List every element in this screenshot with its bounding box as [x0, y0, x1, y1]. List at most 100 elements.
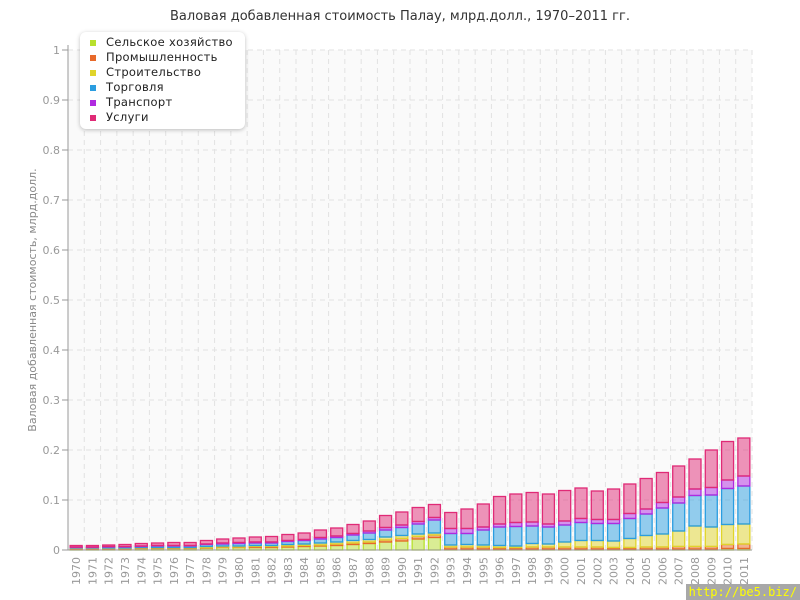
- bar-segment-1991-5[interactable]: [411, 506, 425, 523]
- bar-segment-1990-5[interactable]: [395, 511, 409, 526]
- bar-segment-2009-5[interactable]: [704, 449, 718, 489]
- bar-segment-1977-5[interactable]: [183, 541, 197, 547]
- bar-segment-2008-4[interactable]: [688, 488, 702, 497]
- bar-segment-2003-2[interactable]: [606, 540, 621, 549]
- bar-segment-1988-5[interactable]: [362, 520, 376, 532]
- bar-segment-1999-5[interactable]: [541, 493, 556, 525]
- bar-segment-1974-5[interactable]: [134, 542, 148, 547]
- bar-segment-2005-3[interactable]: [639, 513, 653, 537]
- bar-segment-2003-3[interactable]: [606, 522, 621, 542]
- bar-segment-1991-0[interactable]: [411, 538, 425, 551]
- bar-segment-1979-5[interactable]: [216, 538, 230, 544]
- bar-segment-1976-5[interactable]: [167, 541, 181, 547]
- bar-segment-2011-1[interactable]: [737, 543, 751, 550]
- bar-segment-1981-5[interactable]: [248, 536, 262, 543]
- bar-segment-1975-5[interactable]: [150, 542, 165, 547]
- legend-item[interactable]: Строительство: [90, 65, 233, 80]
- bar-segment-1971-5[interactable]: [85, 544, 100, 548]
- bar-segment-1999-3[interactable]: [541, 526, 556, 545]
- bar-segment-1970-5[interactable]: [69, 544, 83, 548]
- bar-segment-1994-4[interactable]: [460, 527, 474, 535]
- bar-segment-1982-5[interactable]: [264, 535, 279, 543]
- bar-segment-1991-3[interactable]: [411, 523, 425, 535]
- bar-segment-1983-5[interactable]: [281, 533, 295, 542]
- bar-segment-2005-5[interactable]: [639, 477, 653, 510]
- bar-segment-1984-5[interactable]: [297, 532, 311, 541]
- bar-segment-1992-5[interactable]: [427, 503, 442, 519]
- bar-segment-2004-2[interactable]: [623, 537, 637, 549]
- bar-segment-2004-3[interactable]: [623, 517, 637, 540]
- bar-segment-1972-5[interactable]: [102, 544, 116, 548]
- bar-segment-1996-3[interactable]: [492, 526, 507, 547]
- bar-segment-2000-5[interactable]: [558, 489, 572, 522]
- bar-segment-2005-4[interactable]: [639, 508, 653, 515]
- watermark[interactable]: http://be5.biz/: [685, 584, 800, 600]
- bar-segment-2007-3[interactable]: [672, 502, 686, 532]
- bar-segment-2008-5[interactable]: [688, 458, 702, 490]
- bar-segment-1986-3[interactable]: [330, 536, 344, 543]
- bar-segment-1988-3[interactable]: [362, 532, 376, 541]
- bar-segment-1989-5[interactable]: [378, 514, 393, 529]
- bar-segment-2006-3[interactable]: [655, 507, 670, 535]
- bar-segment-2000-2[interactable]: [558, 541, 572, 548]
- bar-segment-1998-3[interactable]: [525, 525, 539, 545]
- bar-segment-1990-3[interactable]: [395, 526, 409, 537]
- bar-segment-1993-4[interactable]: [444, 527, 458, 535]
- bar-segment-1997-5[interactable]: [509, 493, 523, 524]
- bar-segment-1985-5[interactable]: [313, 529, 328, 539]
- bar-segment-1987-3[interactable]: [346, 534, 360, 542]
- bar-segment-2011-2[interactable]: [737, 523, 751, 545]
- bar-segment-2010-4[interactable]: [720, 479, 735, 490]
- bar-segment-2010-5[interactable]: [720, 440, 735, 481]
- bar-segment-2001-5[interactable]: [574, 487, 588, 520]
- bar-segment-2007-4[interactable]: [672, 496, 686, 504]
- legend-item[interactable]: Транспорт: [90, 95, 233, 110]
- bar-segment-2007-2[interactable]: [672, 530, 686, 548]
- bar-segment-2000-3[interactable]: [558, 524, 572, 543]
- bar-segment-1995-3[interactable]: [476, 529, 490, 546]
- bar-segment-2005-2[interactable]: [639, 534, 653, 548]
- bar-segment-2002-3[interactable]: [590, 522, 604, 542]
- bar-segment-2004-5[interactable]: [623, 483, 637, 515]
- bar-segment-2009-4[interactable]: [704, 486, 718, 496]
- bar-segment-1995-5[interactable]: [476, 503, 490, 528]
- bar-segment-1987-0[interactable]: [346, 543, 360, 551]
- bar-segment-1990-0[interactable]: [395, 540, 409, 551]
- bar-segment-1986-0[interactable]: [330, 544, 344, 551]
- bar-segment-2010-2[interactable]: [720, 523, 735, 546]
- bar-segment-1988-0[interactable]: [362, 542, 376, 551]
- bar-segment-1993-5[interactable]: [444, 511, 458, 530]
- legend-item[interactable]: Промышленность: [90, 50, 233, 65]
- bar-segment-2008-3[interactable]: [688, 494, 702, 527]
- bar-segment-2006-4[interactable]: [655, 501, 670, 509]
- bar-segment-1986-5[interactable]: [330, 527, 344, 537]
- legend-item[interactable]: Торговля: [90, 80, 233, 95]
- bar-segment-1992-3[interactable]: [427, 519, 442, 534]
- bar-segment-2003-5[interactable]: [606, 488, 621, 521]
- bar-segment-2001-2[interactable]: [574, 539, 588, 548]
- legend-item[interactable]: Услуги: [90, 110, 233, 125]
- bar-segment-1989-3[interactable]: [378, 529, 393, 538]
- bar-segment-2009-2[interactable]: [704, 526, 718, 548]
- bar-segment-1987-5[interactable]: [346, 523, 360, 535]
- bar-segment-2011-4[interactable]: [737, 475, 751, 487]
- bar-segment-2002-5[interactable]: [590, 490, 604, 521]
- bar-segment-1978-5[interactable]: [199, 539, 214, 545]
- bar-segment-2001-3[interactable]: [574, 521, 588, 542]
- bar-segment-1996-5[interactable]: [492, 495, 507, 525]
- bar-segment-1980-5[interactable]: [232, 537, 246, 544]
- legend-item[interactable]: Сельское хозяйство: [90, 35, 233, 50]
- bar-segment-1997-3[interactable]: [509, 525, 523, 547]
- bar-segment-2011-5[interactable]: [737, 437, 751, 477]
- bar-segment-2006-2[interactable]: [655, 533, 670, 548]
- bar-segment-1998-5[interactable]: [525, 491, 539, 523]
- bar-segment-1994-5[interactable]: [460, 508, 474, 530]
- bar-segment-1992-0[interactable]: [427, 536, 442, 551]
- bar-segment-1989-0[interactable]: [378, 541, 393, 551]
- bar-segment-2006-5[interactable]: [655, 471, 670, 504]
- bar-segment-2009-3[interactable]: [704, 494, 718, 528]
- bar-segment-1993-3[interactable]: [444, 532, 458, 546]
- bar-segment-2010-3[interactable]: [720, 487, 735, 526]
- bar-segment-2002-2[interactable]: [590, 539, 604, 548]
- bar-segment-1973-5[interactable]: [118, 543, 132, 548]
